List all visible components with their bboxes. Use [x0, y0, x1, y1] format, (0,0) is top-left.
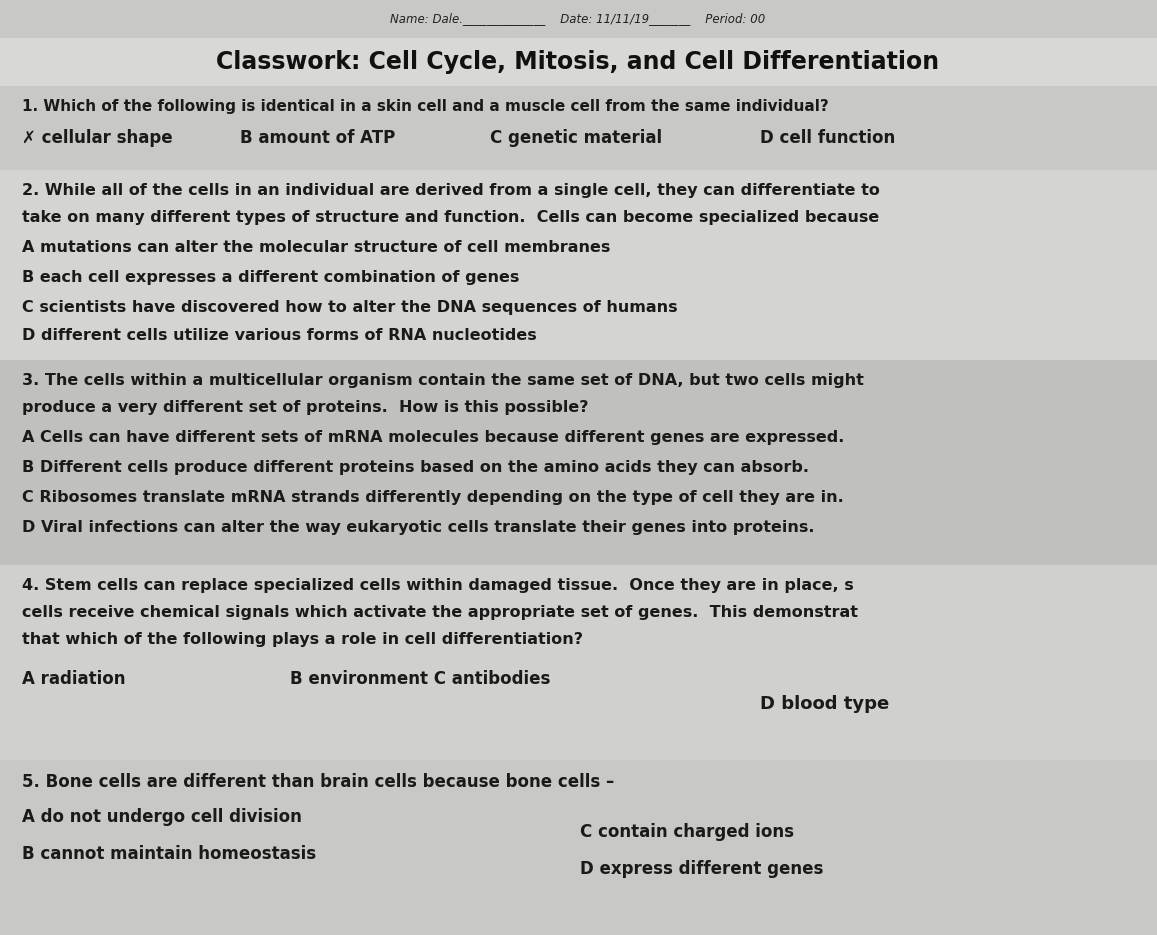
FancyBboxPatch shape [0, 38, 1157, 86]
Text: A mutations can alter the molecular structure of cell membranes: A mutations can alter the molecular stru… [22, 240, 611, 255]
Text: 1. Which of the following is identical in a skin cell and a muscle cell from the: 1. Which of the following is identical i… [22, 99, 828, 114]
FancyBboxPatch shape [0, 565, 1157, 760]
Text: produce a very different set of proteins.  How is this possible?: produce a very different set of proteins… [22, 400, 589, 415]
Text: Name: Dale.______________    Date: 11/11/19_______    Period: 00: Name: Dale.______________ Date: 11/11/19… [390, 12, 766, 25]
Text: Classwork: Cell Cycle, Mitosis, and Cell Differentiation: Classwork: Cell Cycle, Mitosis, and Cell… [216, 50, 939, 74]
Text: B Different cells produce different proteins based on the amino acids they can a: B Different cells produce different prot… [22, 460, 809, 475]
FancyBboxPatch shape [0, 760, 1157, 935]
Text: C contain charged ions: C contain charged ions [580, 823, 794, 841]
Text: 3. The cells within a multicellular organism contain the same set of DNA, but tw: 3. The cells within a multicellular orga… [22, 373, 864, 388]
Text: C genetic material: C genetic material [491, 129, 662, 147]
FancyBboxPatch shape [0, 86, 1157, 170]
Text: D Viral infections can alter the way eukaryotic cells translate their genes into: D Viral infections can alter the way euk… [22, 520, 815, 535]
Text: D blood type: D blood type [760, 695, 890, 713]
Text: C scientists have discovered how to alter the DNA sequences of humans: C scientists have discovered how to alte… [22, 300, 678, 315]
Text: that which of the following plays a role in cell differentiation?: that which of the following plays a role… [22, 632, 583, 647]
Text: B each cell expresses a different combination of genes: B each cell expresses a different combin… [22, 270, 519, 285]
Text: C Ribosomes translate mRNA strands differently depending on the type of cell the: C Ribosomes translate mRNA strands diffe… [22, 490, 843, 505]
FancyBboxPatch shape [0, 170, 1157, 360]
Text: B cannot maintain homeostasis: B cannot maintain homeostasis [22, 845, 316, 863]
Text: cells receive chemical signals which activate the appropriate set of genes.  Thi: cells receive chemical signals which act… [22, 605, 858, 620]
Text: B amount of ATP: B amount of ATP [239, 129, 396, 147]
FancyBboxPatch shape [0, 360, 1157, 565]
Text: A do not undergo cell division: A do not undergo cell division [22, 808, 302, 826]
Text: D different cells utilize various forms of RNA nucleotides: D different cells utilize various forms … [22, 328, 537, 343]
Text: take on many different types of structure and function.  Cells can become specia: take on many different types of structur… [22, 210, 879, 225]
Text: D cell function: D cell function [760, 129, 896, 147]
Text: ✗ cellular shape: ✗ cellular shape [22, 129, 172, 147]
Text: 5. Bone cells are different than brain cells because bone cells –: 5. Bone cells are different than brain c… [22, 773, 614, 791]
Text: B environment C antibodies: B environment C antibodies [290, 670, 551, 688]
Text: D express different genes: D express different genes [580, 860, 824, 878]
Text: 4. Stem cells can replace specialized cells within damaged tissue.  Once they ar: 4. Stem cells can replace specialized ce… [22, 578, 854, 593]
Text: A radiation: A radiation [22, 670, 125, 688]
Text: A Cells can have different sets of mRNA molecules because different genes are ex: A Cells can have different sets of mRNA … [22, 430, 845, 445]
FancyBboxPatch shape [0, 0, 1157, 38]
Text: 2. While all of the cells in an individual are derived from a single cell, they : 2. While all of the cells in an individu… [22, 183, 879, 198]
